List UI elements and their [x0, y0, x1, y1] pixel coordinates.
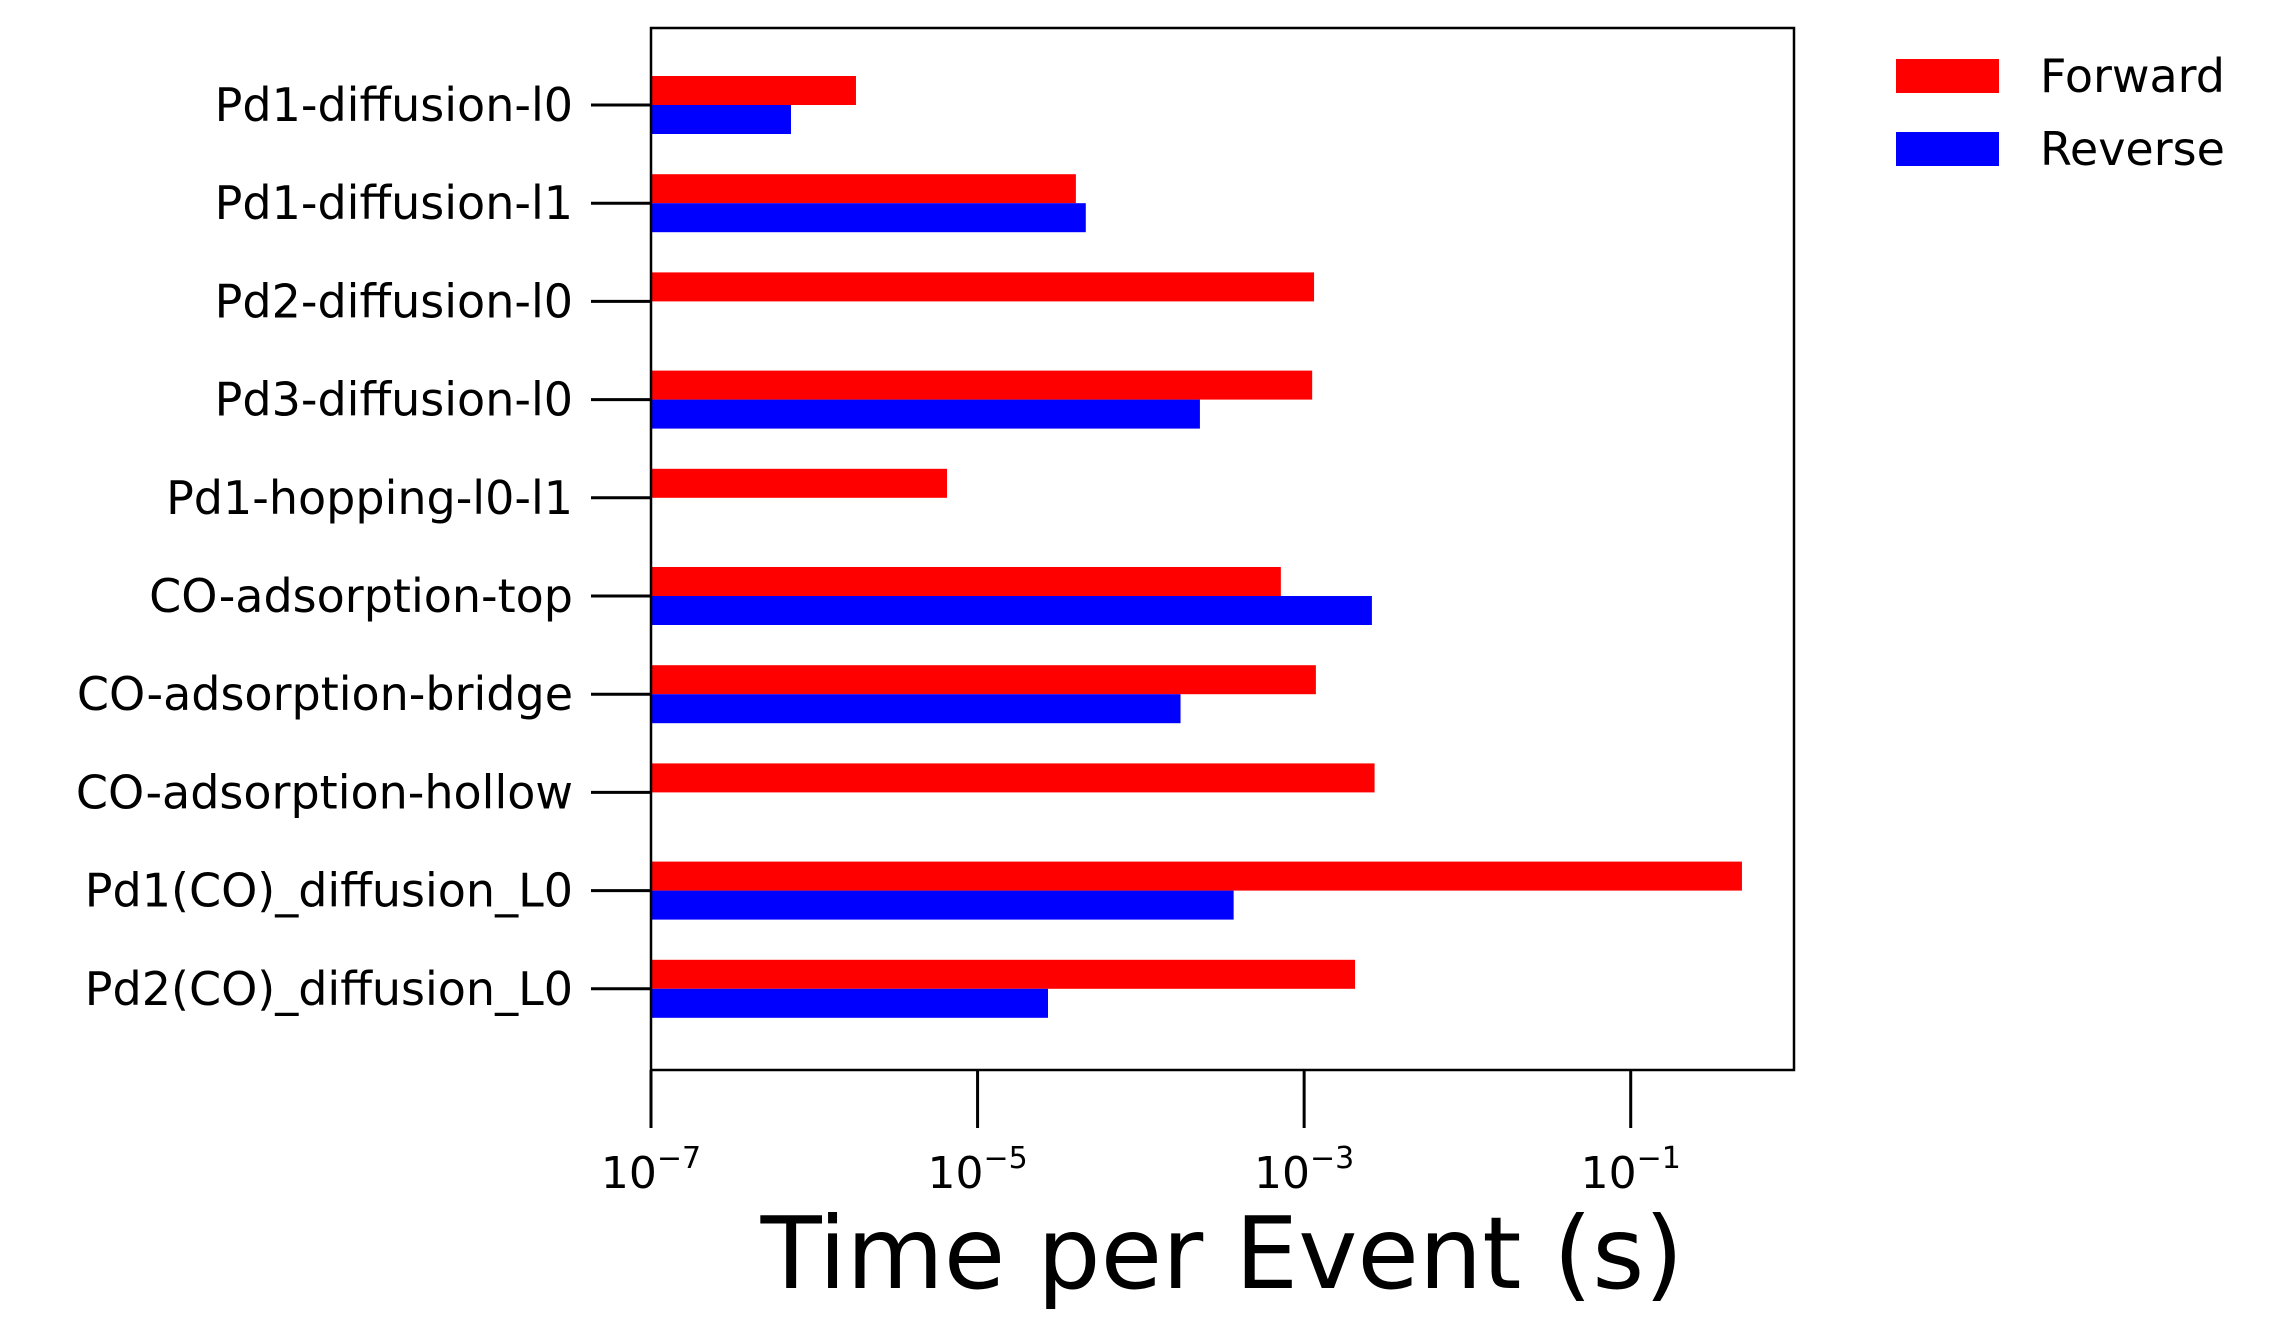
bar-reverse-6 — [651, 694, 1181, 724]
y-tick-label: Pd2(CO)_diffusion_L0 — [85, 962, 573, 1016]
bar-forward-9 — [651, 959, 1356, 989]
y-tick-label: Pd1-hopping-l0-l1 — [166, 471, 573, 525]
y-tick-label: CO-adsorption-hollow — [76, 765, 573, 819]
bar-reverse-3 — [651, 399, 1200, 429]
x-tick-label: 10−3 — [1254, 1141, 1354, 1199]
y-axis: Pd1-diffusion-l0 Pd1-diffusion-l1 Pd2-diff… — [76, 78, 651, 1016]
legend-swatch-forward — [1896, 59, 1999, 93]
bar-reverse-8 — [651, 890, 1234, 920]
bar-forward-3 — [651, 370, 1313, 400]
y-tick-label: Pd3-diffusion-l0 — [215, 373, 573, 427]
x-tick-label: 10−5 — [927, 1141, 1027, 1199]
y-tick-label: Pd1-diffusion-l1 — [215, 176, 573, 230]
bars-group — [651, 76, 1742, 1018]
bar-forward-5 — [651, 567, 1281, 596]
plot-frame — [649, 26, 1796, 1072]
x-axis-title: Time per Event (s) — [760, 1195, 1684, 1312]
y-tick-label: CO-adsorption-top — [149, 569, 573, 623]
bar-forward-7 — [651, 763, 1375, 793]
x-axis: 10−7 10−5 10−3 10−1 — [601, 1070, 1681, 1199]
bar-forward-6 — [651, 665, 1316, 695]
bar-reverse-0 — [651, 105, 791, 134]
y-tick-label: CO-adsorption-bridge — [77, 667, 573, 721]
y-tick-label: Pd1-diffusion-l0 — [215, 78, 573, 132]
legend-label-forward: Forward — [2040, 49, 2225, 103]
bar-forward-2 — [651, 272, 1315, 302]
bar-reverse-1 — [651, 203, 1086, 233]
bar-reverse-5 — [651, 596, 1372, 625]
legend-label-reverse: Reverse — [2040, 122, 2225, 176]
bar-forward-0 — [651, 76, 856, 105]
legend-swatch-reverse — [1896, 132, 1999, 166]
x-tick-label: 10−7 — [601, 1141, 701, 1199]
y-tick-label: Pd1(CO)_diffusion_L0 — [85, 864, 573, 918]
x-tick-label: 10−1 — [1581, 1141, 1681, 1199]
bar-forward-4 — [651, 468, 948, 498]
legend: Forward Reverse — [1896, 49, 2225, 176]
bar-forward-8 — [651, 861, 1742, 891]
bar-forward-1 — [651, 174, 1076, 204]
bar-reverse-9 — [651, 988, 1049, 1018]
y-tick-label: Pd2-diffusion-l0 — [215, 274, 573, 328]
